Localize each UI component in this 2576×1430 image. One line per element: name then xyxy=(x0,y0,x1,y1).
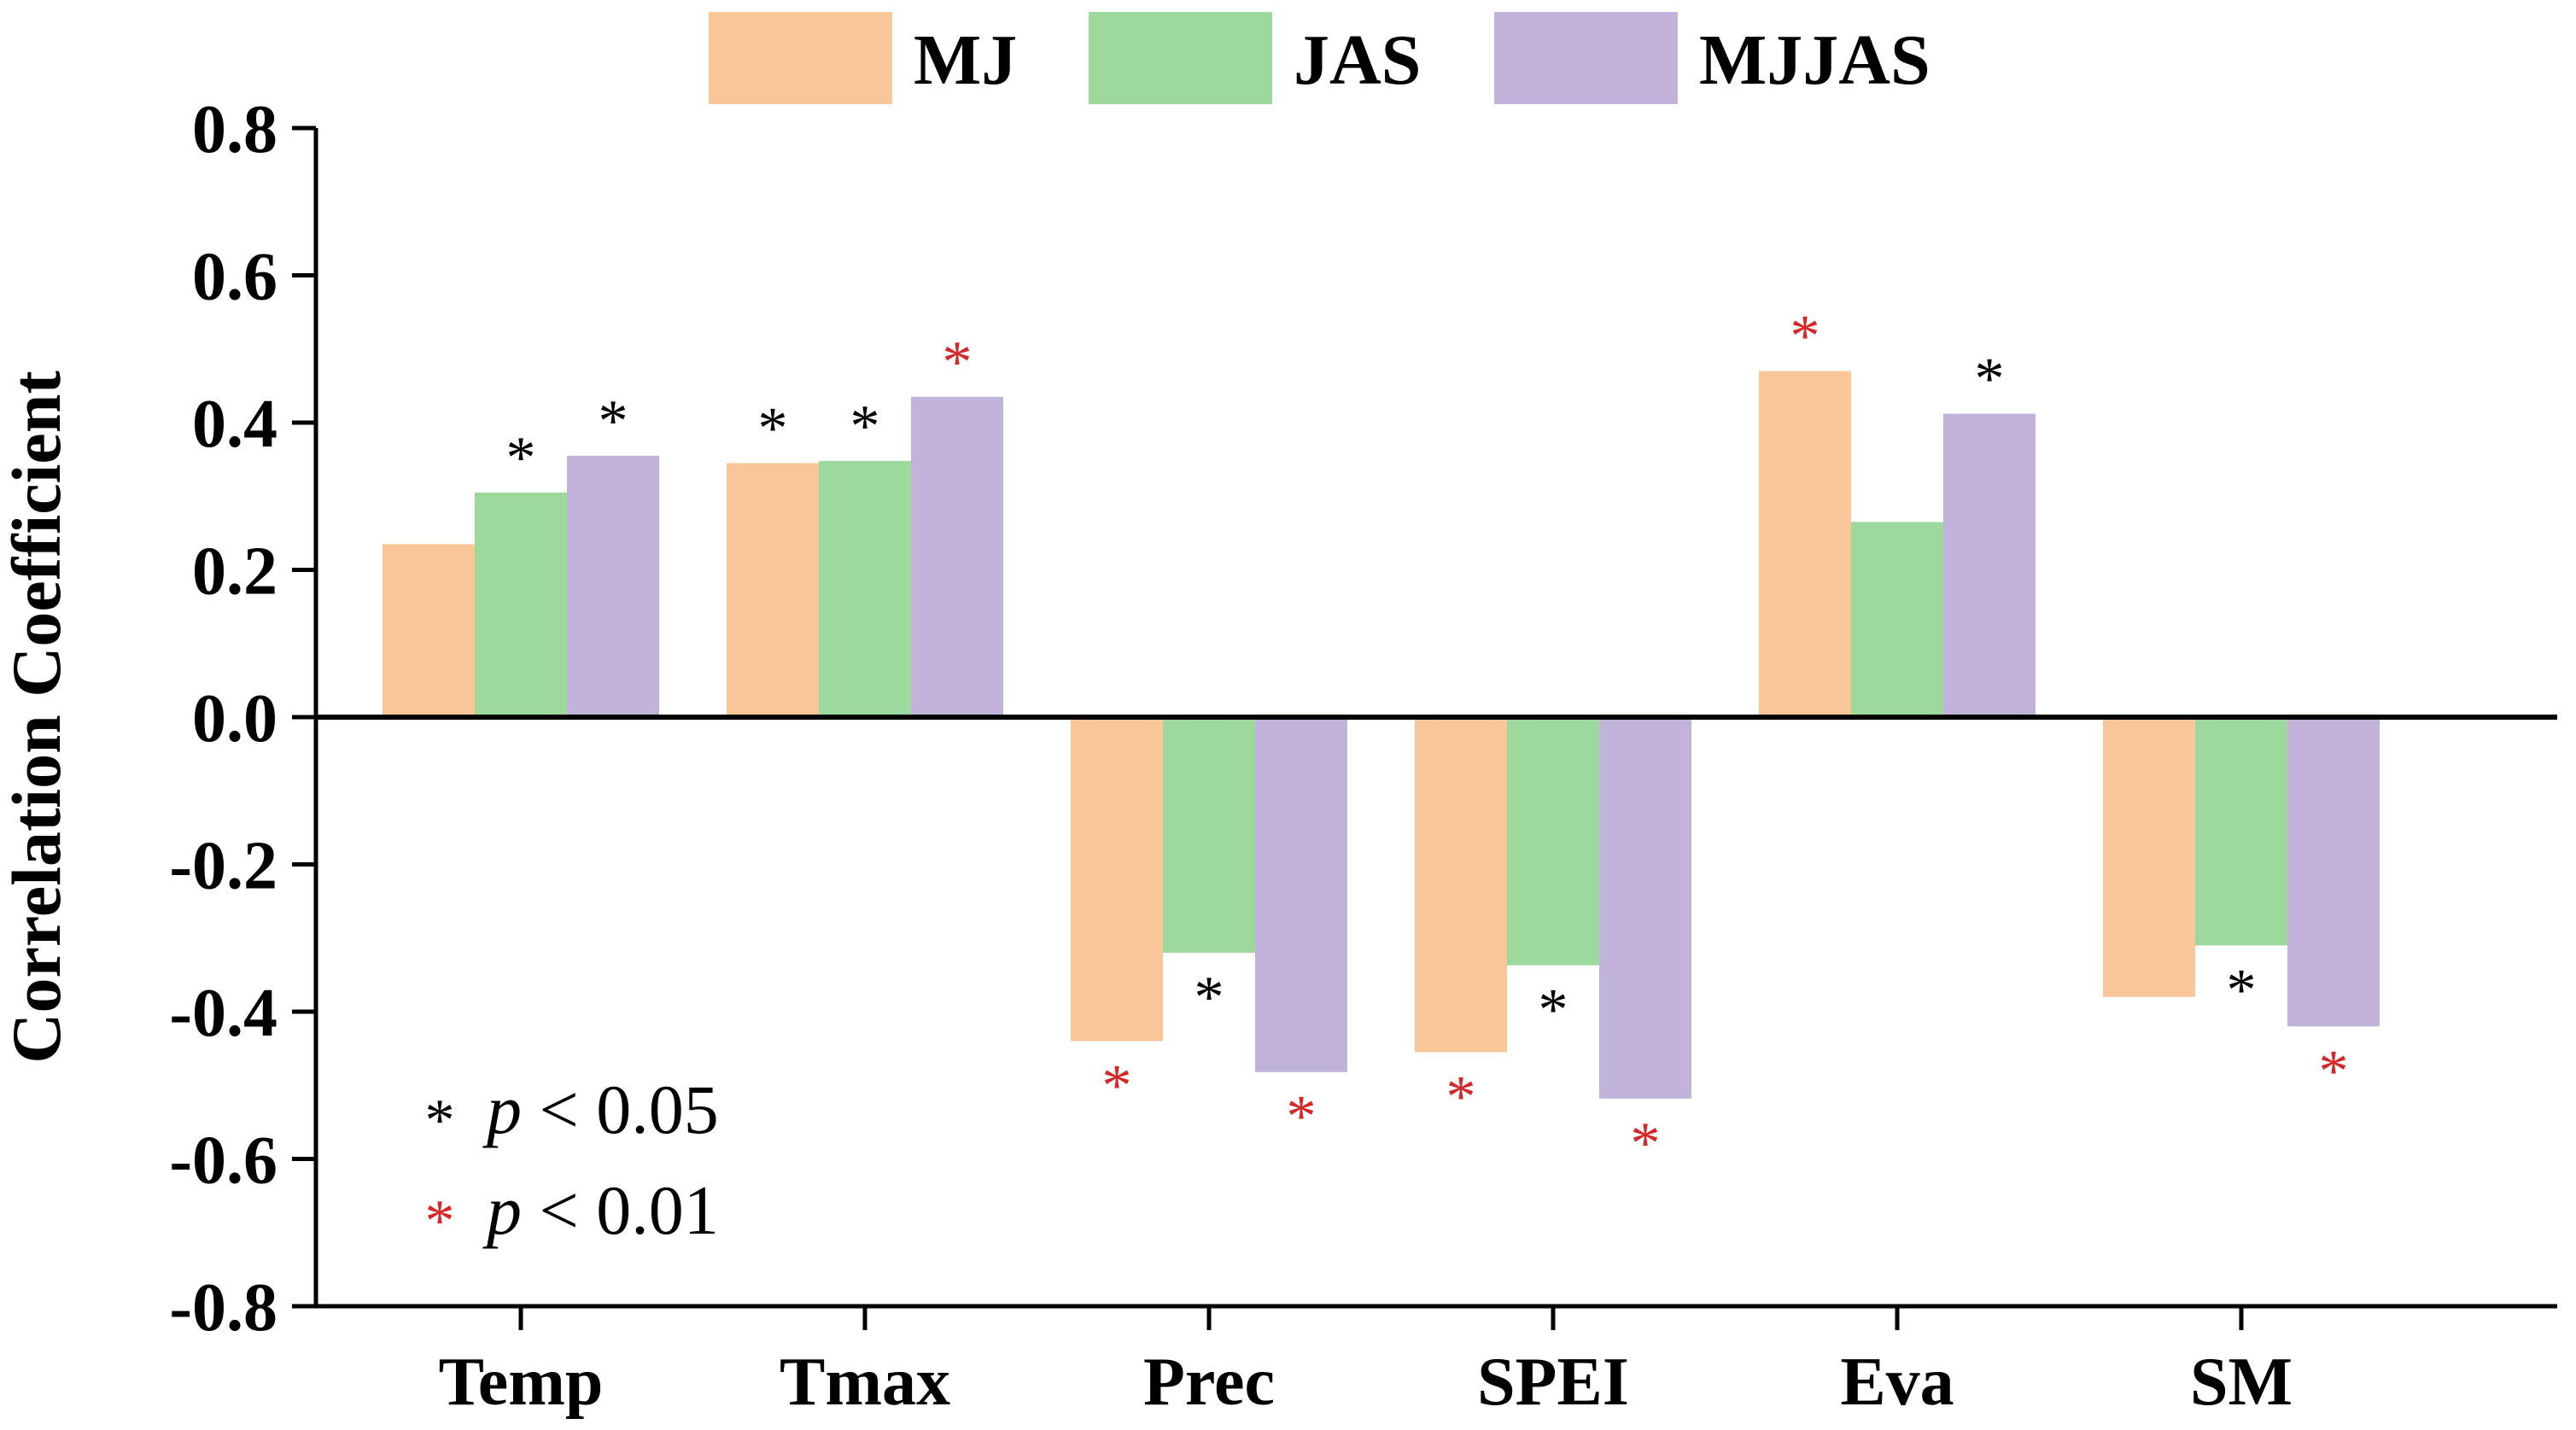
x-tick-label: SPEI xyxy=(1477,1345,1629,1420)
note-p-symbol: p xyxy=(482,1171,522,1249)
bar-mj-prec xyxy=(1071,717,1163,1042)
legend-label-mjjas: MJJAS xyxy=(1699,20,1931,100)
legend-label-mj: MJ xyxy=(914,20,1017,100)
bar-mjjas-sm xyxy=(2287,717,2380,1027)
significance-star: * xyxy=(1975,347,2005,412)
x-tick-label: Prec xyxy=(1143,1345,1275,1420)
note-p-symbol: p xyxy=(482,1071,522,1148)
bar-mj-temp xyxy=(383,544,475,717)
bar-jas-temp xyxy=(475,492,567,717)
significance-star: * xyxy=(850,394,880,459)
bar-mjjas-temp xyxy=(567,455,659,717)
significance-star: * xyxy=(506,425,536,491)
significance-star: * xyxy=(758,395,788,461)
significance-star: * xyxy=(1539,978,1568,1043)
legend-swatch-mj xyxy=(709,12,892,104)
significance-markers: * * * * * * * * * * * * * * * xyxy=(506,304,2349,1176)
significance-note: * p < 0.05 * p < 0.01 xyxy=(425,1071,719,1254)
bars xyxy=(383,371,2380,1099)
note-star: * xyxy=(425,1088,455,1153)
y-tick-label: 0.0 xyxy=(192,681,277,756)
bar-mj-sm xyxy=(2103,717,2195,997)
bar-mjjas-prec xyxy=(1255,717,1347,1072)
y-tick-label: 0.4 xyxy=(192,387,277,462)
note-star: * xyxy=(425,1188,455,1254)
x-tick-label: Eva xyxy=(1840,1345,1954,1420)
bar-mj-tmax xyxy=(727,463,819,717)
bar-mj-eva xyxy=(1759,371,1851,717)
bar-mjjas-eva xyxy=(1943,413,2036,717)
x-tick-label: SM xyxy=(2190,1345,2293,1420)
y-axis-label: Correlation Coefficient xyxy=(0,371,75,1063)
significance-star: * xyxy=(1195,965,1224,1030)
significance-star: * xyxy=(1287,1084,1317,1150)
legend: MJ JAS MJJAS xyxy=(709,12,1931,104)
significance-star: * xyxy=(599,388,628,454)
significance-star: * xyxy=(2227,957,2257,1023)
bar-jas-prec xyxy=(1163,717,1255,953)
bar-mjjas-tmax xyxy=(911,396,1003,717)
significance-star: * xyxy=(1102,1054,1132,1119)
significance-star: * xyxy=(1790,304,1820,370)
note-threshold: < 0.01 xyxy=(522,1171,719,1249)
significance-star: * xyxy=(1446,1064,1476,1129)
legend-swatch-jas xyxy=(1089,12,1272,104)
significance-star: * xyxy=(943,330,973,395)
y-tick-label: -0.4 xyxy=(169,976,277,1051)
bar-jas-eva xyxy=(1851,522,1943,717)
y-tick-label: -0.2 xyxy=(169,829,277,904)
y-tick-label: 0.2 xyxy=(192,534,277,610)
bar-mjjas-spei xyxy=(1599,717,1691,1099)
bar-jas-tmax xyxy=(819,460,911,717)
note-threshold: < 0.05 xyxy=(522,1071,719,1148)
significance-star: * xyxy=(2319,1038,2349,1104)
significance-star: * xyxy=(1631,1111,1661,1176)
y-axis-ticks: 0.8 0.6 0.4 0.2 0.0 -0.2 -0.4 -0.6 -0.8 xyxy=(169,92,316,1345)
legend-swatch-mjjas xyxy=(1494,12,1678,104)
bar-jas-spei xyxy=(1507,717,1599,966)
bar-jas-sm xyxy=(2195,717,2287,946)
legend-label-jas: JAS xyxy=(1294,20,1421,100)
bar-mj-spei xyxy=(1415,717,1507,1053)
y-tick-label: 0.6 xyxy=(192,240,277,315)
note-text: p < 0.01 xyxy=(482,1171,719,1249)
note-text: p < 0.05 xyxy=(482,1071,719,1148)
x-tick-label: Temp xyxy=(439,1345,604,1420)
y-tick-label: -0.8 xyxy=(169,1270,277,1345)
y-tick-label: 0.8 xyxy=(192,92,277,167)
x-axis-ticks: Temp Tmax Prec SPEI Eva SM xyxy=(439,1306,2293,1420)
y-tick-label: -0.6 xyxy=(169,1124,277,1199)
x-tick-label: Tmax xyxy=(780,1345,950,1420)
